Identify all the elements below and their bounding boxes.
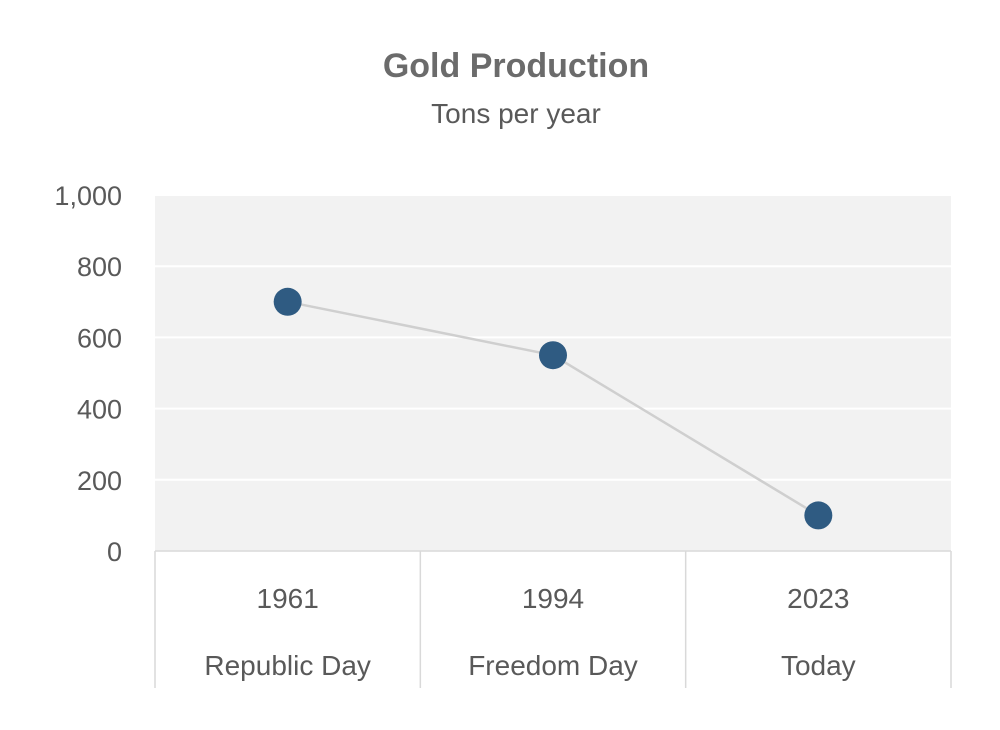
- plot-area: [155, 195, 951, 551]
- data-point-1994: [539, 341, 567, 370]
- y-tick-label-1000: 1,000: [54, 181, 122, 211]
- y-tick-label-800: 800: [77, 252, 122, 282]
- category-label-1961: Republic Day: [204, 650, 371, 681]
- data-point-2023: [804, 501, 833, 530]
- series-gold-production: [273, 287, 833, 530]
- gridlines: [155, 194, 951, 481]
- data-point-1961: [273, 287, 302, 316]
- category-label-1994: Freedom Day: [468, 650, 638, 681]
- chart-subtitle: Tons per year: [431, 98, 601, 129]
- category-table: 1961 Republic Day 1994 Freedom Day 2023 Today: [154, 550, 952, 688]
- category-label-2023: Today: [781, 650, 856, 681]
- y-axis: 0 200 400 600 800 1,000: [54, 181, 122, 567]
- chart-title: Gold Production: [383, 47, 649, 85]
- category-year-2023: 2023: [787, 583, 849, 614]
- category-year-1961: 1961: [257, 583, 319, 614]
- y-tick-label-0: 0: [107, 537, 122, 567]
- y-tick-label-400: 400: [77, 395, 122, 425]
- category-year-1994: 1994: [522, 583, 584, 614]
- y-tick-label-600: 600: [77, 323, 122, 353]
- y-tick-label-200: 200: [77, 466, 122, 496]
